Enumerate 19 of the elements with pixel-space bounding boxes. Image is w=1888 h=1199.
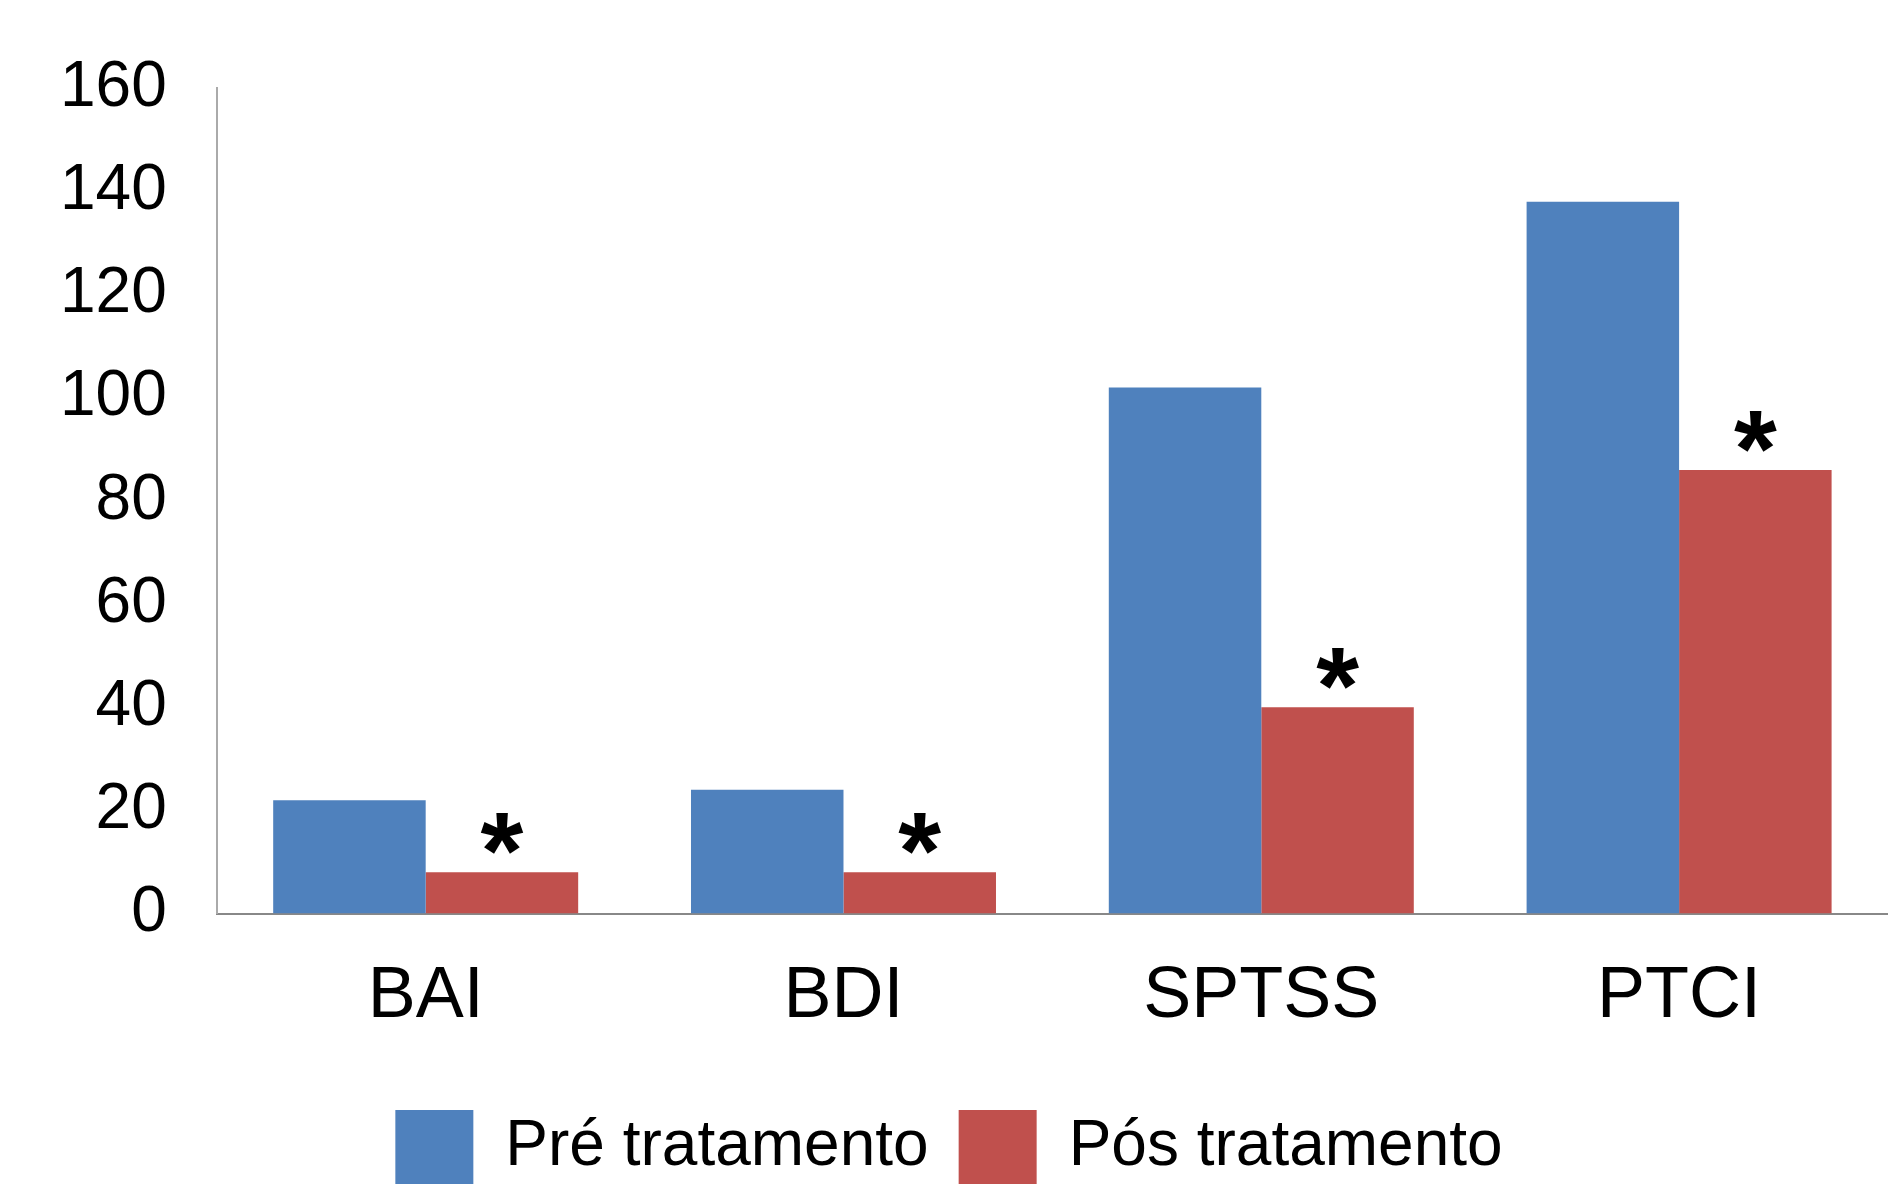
annotation: *	[1733, 386, 1777, 510]
x-tick-label: PTCI	[1597, 951, 1762, 1032]
y-tick-label: 80	[95, 460, 167, 533]
x-tick-label: BDI	[783, 951, 904, 1032]
y-tick-label: 140	[60, 151, 167, 224]
x-tick-label: SPTSS	[1143, 951, 1380, 1032]
legend-label: Pós tratamento	[1068, 1106, 1503, 1179]
y-tick-label: 120	[60, 254, 167, 327]
annotation: *	[898, 788, 942, 912]
legend-label: Pré tratamento	[505, 1106, 929, 1179]
y-tick-label: 60	[95, 563, 167, 636]
y-tick-label: 0	[131, 873, 167, 946]
annotation: *	[1316, 623, 1360, 747]
x-tick-label: BAI	[367, 951, 484, 1032]
y-tick-label: 40	[95, 666, 167, 739]
y-tick-label: 160	[60, 48, 167, 121]
annotation: *	[480, 788, 524, 912]
y-tick-label: 100	[60, 357, 167, 430]
y-tick-label: 20	[95, 770, 167, 843]
